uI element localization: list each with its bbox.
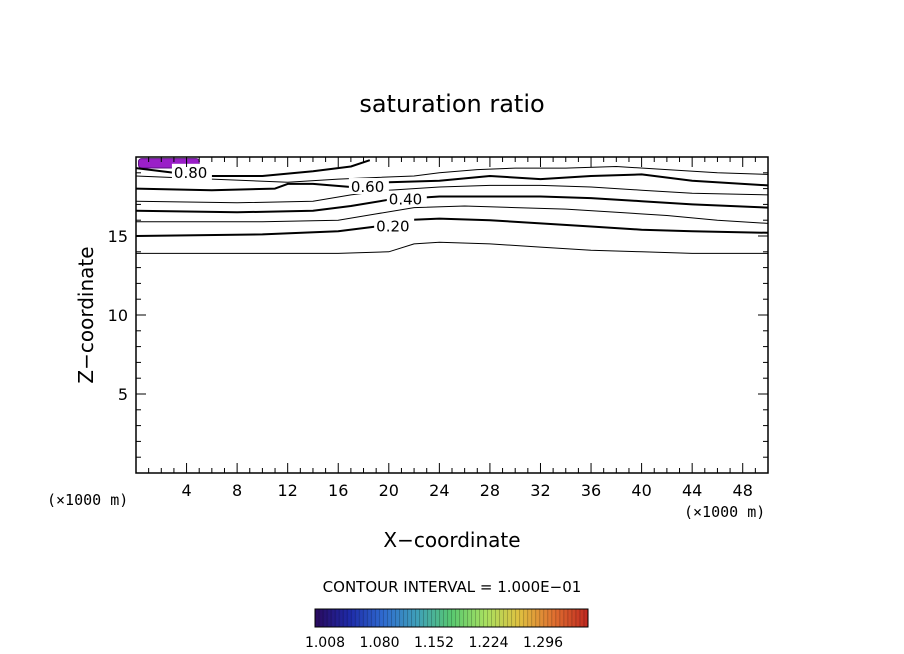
y-axis-label: Z−coordinate — [74, 246, 98, 383]
colorbar: 1.008 1.080 1.152 1.224 1.296 — [305, 608, 589, 651]
y-tick-label: 15 — [108, 227, 128, 246]
x-unit-right: (×1000 m) — [684, 503, 765, 521]
contour-line-0.5 — [135, 184, 769, 204]
contour-label-bg-0.2 — [374, 217, 415, 234]
colorbar-labels: 1.008 1.080 1.152 1.224 1.296 — [305, 635, 563, 651]
x-axis-label: X−coordinate — [383, 528, 520, 552]
colorbar-label: 1.080 — [359, 635, 399, 651]
contour-label-0.6: 0.60 — [351, 178, 384, 196]
contour-line-0.4 — [135, 195, 769, 214]
x-tick-label: 8 — [232, 481, 242, 500]
y-tick-label: 10 — [108, 306, 128, 325]
x-tick-label: 48 — [733, 481, 753, 500]
x-tick-label: 16 — [328, 481, 348, 500]
contour-lines — [135, 159, 769, 254]
contour-label-bg-0.8 — [171, 163, 212, 180]
chart-title: saturation ratio — [359, 90, 544, 118]
colorbar-label: 1.008 — [305, 635, 345, 651]
x-tick-label: 32 — [530, 481, 550, 500]
x-tick-label: 28 — [480, 481, 500, 500]
colorbar-stripes — [318, 609, 585, 627]
colorbar-label: 1.152 — [414, 635, 454, 651]
x-tick-label: 40 — [631, 481, 651, 500]
contour-label-bg-0.4 — [386, 190, 427, 207]
x-tick-label: 24 — [429, 481, 449, 500]
y-tick-label: 5 — [118, 385, 128, 404]
contour-labels: 0.20 0.40 0.60 0.80 — [171, 163, 427, 236]
contour-line-0.2 — [135, 217, 769, 237]
contour-label-bg-0.6 — [348, 178, 389, 195]
colorbar-gradient — [314, 608, 589, 628]
x-tick-label: 20 — [379, 481, 399, 500]
x-tick-labels: 4 8 12 16 20 24 28 32 36 40 44 48 — [181, 481, 752, 500]
contour-line-0.7 — [135, 166, 769, 183]
colorbar-label: 1.224 — [468, 635, 508, 651]
contour-label-0.8: 0.80 — [174, 164, 207, 182]
contour-line-0.6 — [135, 173, 769, 192]
contour-label-0.4: 0.40 — [389, 191, 422, 209]
contour-line-0.1 — [136, 241, 768, 254]
axis-ticks — [136, 157, 768, 473]
x-unit-left: (×1000 m) — [47, 491, 128, 509]
y-tick-labels: 5 10 15 — [108, 227, 128, 404]
x-tick-label: 12 — [278, 481, 298, 500]
plot-frame — [135, 156, 769, 474]
x-tick-label: 36 — [581, 481, 601, 500]
contour-interval-note: CONTOUR INTERVAL = 1.000E−01 — [323, 578, 582, 596]
contour-label-0.2: 0.20 — [376, 218, 409, 236]
contour-line-0.3 — [136, 205, 769, 224]
x-tick-label: 44 — [682, 481, 702, 500]
x-tick-label: 4 — [181, 481, 191, 500]
colorbar-label: 1.296 — [523, 635, 563, 651]
